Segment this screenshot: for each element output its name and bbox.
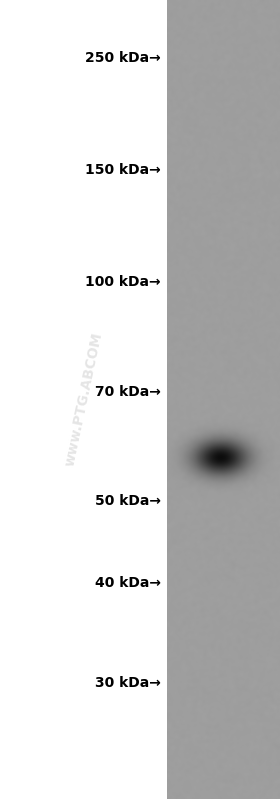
Text: 40 kDa→: 40 kDa→ [95, 576, 161, 590]
Text: www.PTG.ABCOM: www.PTG.ABCOM [63, 331, 105, 468]
Text: 150 kDa→: 150 kDa→ [85, 163, 161, 177]
Text: 100 kDa→: 100 kDa→ [85, 275, 161, 289]
Text: 70 kDa→: 70 kDa→ [95, 384, 161, 399]
Text: 250 kDa→: 250 kDa→ [85, 51, 161, 66]
Text: 30 kDa→: 30 kDa→ [95, 676, 161, 690]
Text: 50 kDa→: 50 kDa→ [95, 494, 161, 508]
